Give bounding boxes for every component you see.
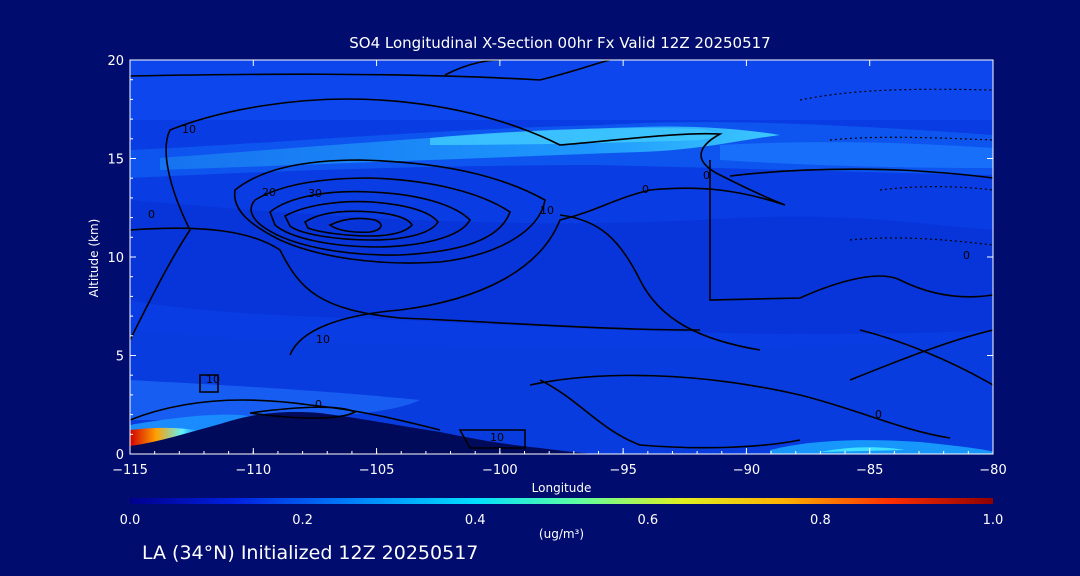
colorbar-tick-label: 0.4 [465,513,486,528]
contour-inner-1 [269,190,471,248]
contour-value-label: 10 [490,431,504,444]
x-tick-label: −115 [112,463,148,478]
contour-20 [233,159,546,264]
contour-value-label: 0 [642,183,649,196]
contour-zero-arc [249,406,357,419]
contour-value-label: 0 [315,398,322,411]
contour-inner-3 [303,210,413,237]
contour-low-box [199,374,219,393]
x-tick-label: −95 [609,463,636,478]
x-axis-label: Longitude [531,481,592,495]
dotted-contour-east-top [799,88,993,101]
y-tick-label: 20 [107,54,124,69]
surface-east [770,440,993,454]
contour-0-west-mid [130,227,701,331]
contour-value-label: 30 [308,187,322,200]
colorbar-tick-label: 0.8 [810,513,831,528]
contour-0-south [539,379,801,449]
x-tick-label: −110 [235,463,271,478]
contour-east-box [709,160,993,301]
contour-value-label: 0 [148,208,155,221]
contour-east-inner [859,329,993,386]
x-tick-label: −85 [856,463,883,478]
colorbar-tick-label: 0.0 [120,513,141,528]
footer-location-label: LA (34°N) Initialized 12Z 20250517 [142,542,479,564]
contour-10-mid [559,214,761,351]
upper-band [130,60,993,120]
y-tick-label: 0 [116,448,124,463]
contour-max [328,217,382,234]
colorbar-tick-label: 0.6 [637,513,658,528]
contour-east-lower [849,329,993,381]
contour-inner-2 [283,200,439,241]
dotted-contour-east-4 [849,237,993,246]
contour-value-label: 0 [875,408,882,421]
y-tick-label: 5 [116,350,124,365]
colorbar-tick-label: 0.2 [292,513,313,528]
x-tick-label: −100 [482,463,518,478]
contour-value-label: 10 [540,204,554,217]
chart-title: SO4 Longitudinal X-Section 00hr Fx Valid… [349,34,771,52]
y-tick-label: 10 [107,251,124,266]
x-tick-label: −90 [733,463,760,478]
colorbar [130,498,993,504]
strat-layer-core [430,128,717,145]
dotted-contour-east-2 [829,136,993,141]
contour-low-west [130,399,441,431]
contour-0-east [529,374,951,439]
contour-30 [250,177,511,256]
x-tick-label: −80 [979,463,1006,478]
surface-east-core [820,447,905,452]
contour-value-label: 20 [262,186,276,199]
contour-value-label: 0 [703,169,710,182]
y-axis-label: Altitude (km) [87,218,101,298]
mid-band-dark [130,200,993,335]
contour-outer-west [130,60,611,81]
contour-10-east [729,168,993,179]
contour-value-label: 10 [182,123,196,136]
strat-layer-east [720,142,993,168]
contour-value-label: 10 [206,373,220,386]
x-tick-label: −105 [359,463,395,478]
colorbar-unit-label: (ug/m³) [538,527,585,541]
contour-low-small [458,429,526,449]
terrain [130,412,600,454]
colorbar-tick-label: 1.0 [983,513,1004,528]
y-tick-label: 15 [107,153,124,168]
contour-10-west [130,98,786,356]
contour-value-label: 0 [963,249,970,262]
contour-value-label: 10 [316,333,330,346]
